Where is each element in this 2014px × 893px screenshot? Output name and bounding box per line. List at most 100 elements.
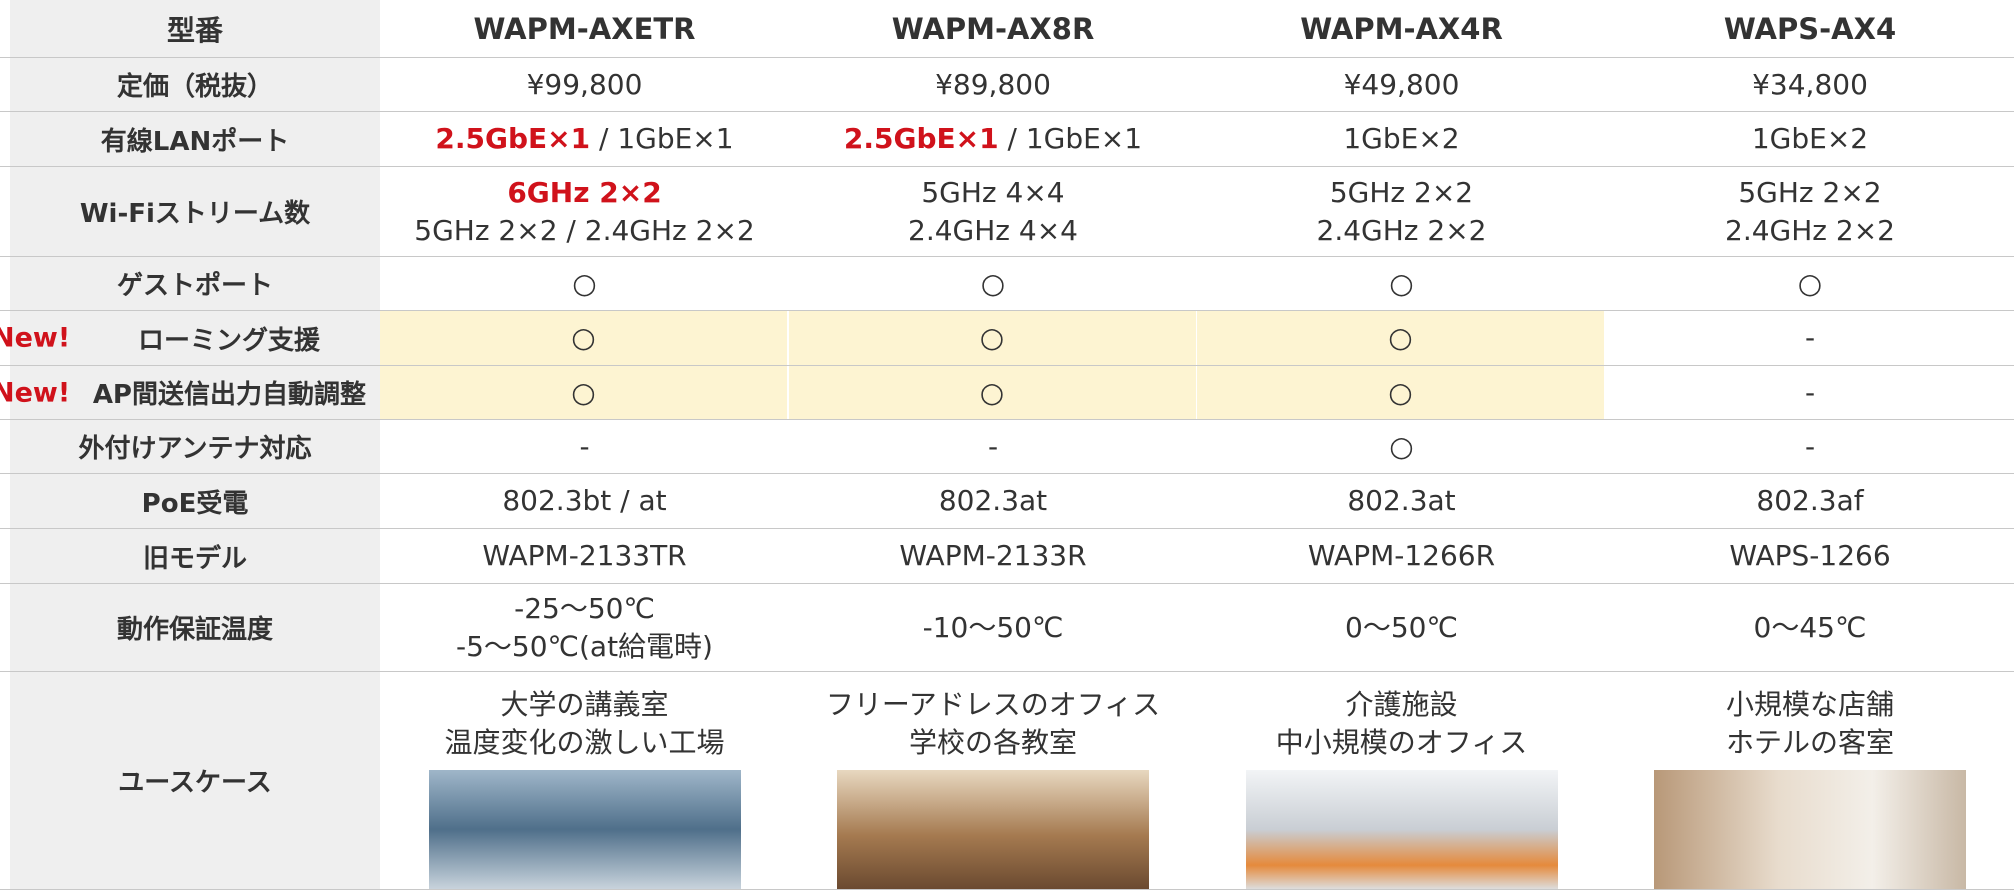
cell-text: 5GHz 2×2 / 2.4GHz 2×2 (414, 213, 755, 247)
table-cell: WAPM-1266R (1197, 529, 1606, 583)
table-cell: ○ (380, 311, 789, 365)
cell-text: 2.4GHz 2×2 (1725, 213, 1895, 247)
cell-text: 0～45℃ (1753, 610, 1867, 644)
table-cell: ¥89,800 (789, 58, 1198, 111)
cell-text: 温度変化の激しい工場 (444, 726, 725, 759)
cell-text: 2.4GHz 2×2 (1316, 213, 1487, 247)
header-cell: WAPS-AX4 (1723, 11, 1897, 46)
header-cell: WAPM-AX8R (891, 11, 1095, 46)
table-cell: - (380, 420, 789, 473)
cell-text: 1GbE×2 (1343, 122, 1460, 155)
table-row: ユースケース 大学の講義室 温度変化の激しい工場 フリーアドレスのオフィス 学校の各教室… (0, 672, 2014, 890)
table-cell: 1GbE×2 (1197, 112, 1606, 166)
use-case-photo (428, 770, 741, 889)
cell-text: ○ (571, 375, 596, 409)
cell-text: ¥89,800 (935, 67, 1051, 101)
table-row: Wi-Fiストリーム数 6GHz 2×2 5GHz 2×2 / 2.4GHz 2×2… (0, 167, 2014, 257)
row-label: ユースケース (10, 672, 380, 889)
table-cell: 5GHz 2×2 2.4GHz 2×2 (1197, 167, 1606, 256)
table-cell: ○ (1197, 420, 1606, 473)
table-cell: ○ (789, 257, 1198, 310)
cell-text: ¥99,800 (526, 67, 643, 101)
cell-text: ○ (571, 321, 596, 354)
table-cell: ○ (380, 257, 789, 310)
cell-text: 802.3at (1347, 484, 1456, 517)
cell-text: 1GbE×2 (1751, 122, 1869, 155)
table-row: ローミング支援 New! ○ ○ ○ - (0, 311, 2014, 366)
cell-text: ¥34,800 (1752, 67, 1868, 101)
table-cell: ○ (788, 311, 1198, 365)
emphasis-text: 2.5GbE×1 (843, 122, 999, 155)
table-cell: - (789, 420, 1198, 473)
table-cell: 0～50℃ (1197, 584, 1606, 671)
table-cell: ○ (1197, 311, 1606, 365)
cell-text: / 1GbE×1 (590, 122, 734, 155)
row-label: AP間送信出力自動調整 (10, 366, 380, 419)
header-cell: WAPM-AX4R (1300, 11, 1503, 46)
row-label: Wi-Fiストリーム数 (10, 167, 380, 256)
cell-text: -25～50℃ (514, 591, 655, 625)
table-row: 型番 WAPM-AXETR WAPM-AX8R WAPM-AX4R WAPS-AX4 (0, 0, 2014, 58)
table-row: PoE受電 802.3bt / at 802.3at 802.3at 802.3af (0, 474, 2014, 529)
table-cell: 5GHz 2×2 2.4GHz 2×2 (1606, 167, 2014, 256)
table-cell: - (1606, 366, 2014, 419)
row-label: 定価（税抜） (10, 58, 380, 111)
cell-text: WAPM-2133TR (482, 539, 687, 572)
use-case-photo (837, 770, 1149, 889)
row-label: ゲストポート (10, 257, 380, 310)
header-label: 型番 (10, 0, 380, 57)
cell-text: - (1804, 321, 1816, 354)
use-case-photo (1654, 770, 1966, 889)
cell-text: 5GHz 2×2 (1329, 175, 1474, 209)
table-cell: ○ (1197, 366, 1606, 419)
cell-line: 6GHz 2×2 (507, 174, 661, 212)
table-row: 旧モデル WAPM-2133TR WAPM-2133R WAPM-1266R WAPS-… (0, 529, 2014, 584)
cell-text: WAPM-2133R (899, 539, 1087, 572)
cell-text: 2.4GHz 4×4 (908, 213, 1078, 247)
table-cell: WAPM-2133R (789, 529, 1198, 583)
table-cell: ¥99,800 (380, 58, 789, 111)
table-cell: 5GHz 4×4 2.4GHz 4×4 (789, 167, 1198, 256)
cell-text: 802.3bt / at (502, 484, 667, 517)
cell-text: WAPS-1266 (1729, 539, 1891, 572)
emphasis-text: 6GHz 2×2 (507, 175, 662, 209)
cell-text: -5～50℃(at給電時) (456, 629, 713, 663)
table-cell: 大学の講義室 温度変化の激しい工場 (380, 672, 789, 889)
table-cell: フリーアドレスのオフィス 学校の各教室 (789, 672, 1198, 889)
table-cell: -10～50℃ (789, 584, 1198, 671)
table-cell: WAPS-1266 (1606, 529, 2014, 583)
row-label: 旧モデル (10, 529, 380, 583)
row-label: 有線LANポート (10, 112, 380, 166)
table-cell: 802.3at (789, 474, 1198, 528)
cell-text: 5GHz 4×4 (921, 175, 1065, 209)
emphasis-text: 2.5GbE×1 (435, 122, 591, 155)
table-cell: - (1606, 420, 2014, 473)
cell-text: ○ (979, 321, 1005, 354)
cell-text: ¥49,800 (1343, 67, 1460, 101)
cell-text: 小規模な店舗 (1725, 688, 1894, 721)
cell-text: ○ (1389, 266, 1414, 300)
cell-text: ○ (1797, 266, 1823, 300)
cell-text: - (579, 429, 590, 463)
table-cell: ○ (1606, 257, 2014, 310)
cell-text: - (987, 429, 999, 463)
table-row: 外付けアンテナ対応 - - ○ - (0, 420, 2014, 474)
cell-text: 5GHz 2×2 (1738, 175, 1882, 209)
cell-text: / 1GbE×1 (998, 122, 1143, 155)
table-row: ゲストポート ○ ○ ○ ○ (0, 257, 2014, 311)
table-cell: 小規模な店舗 ホテルの客室 (1606, 672, 2014, 889)
table-cell: ○ (1197, 257, 1606, 310)
table-row: AP間送信出力自動調整 New! ○ ○ ○ - (0, 366, 2014, 420)
table-cell: 802.3at (1197, 474, 1606, 528)
cell-text: ホテルの客室 (1725, 726, 1894, 759)
row-label: 動作保証温度 (10, 584, 380, 671)
table-cell: 6GHz 2×2 5GHz 2×2 / 2.4GHz 2×2 (380, 167, 789, 256)
cell-text: WAPM-1266R (1307, 539, 1496, 572)
table-row: 定価（税抜） ¥99,800 ¥89,800 ¥49,800 ¥34,800 (0, 58, 2014, 112)
new-badge: New! (0, 377, 71, 408)
table-cell: 1GbE×2 (1606, 112, 2014, 166)
cell-text: - (1804, 429, 1816, 463)
table-cell: -25～50℃ -5～50℃(at給電時) (380, 584, 789, 671)
header-cell: WAPM-AXETR (473, 11, 696, 46)
table-cell: WAPM-2133TR (380, 529, 789, 583)
